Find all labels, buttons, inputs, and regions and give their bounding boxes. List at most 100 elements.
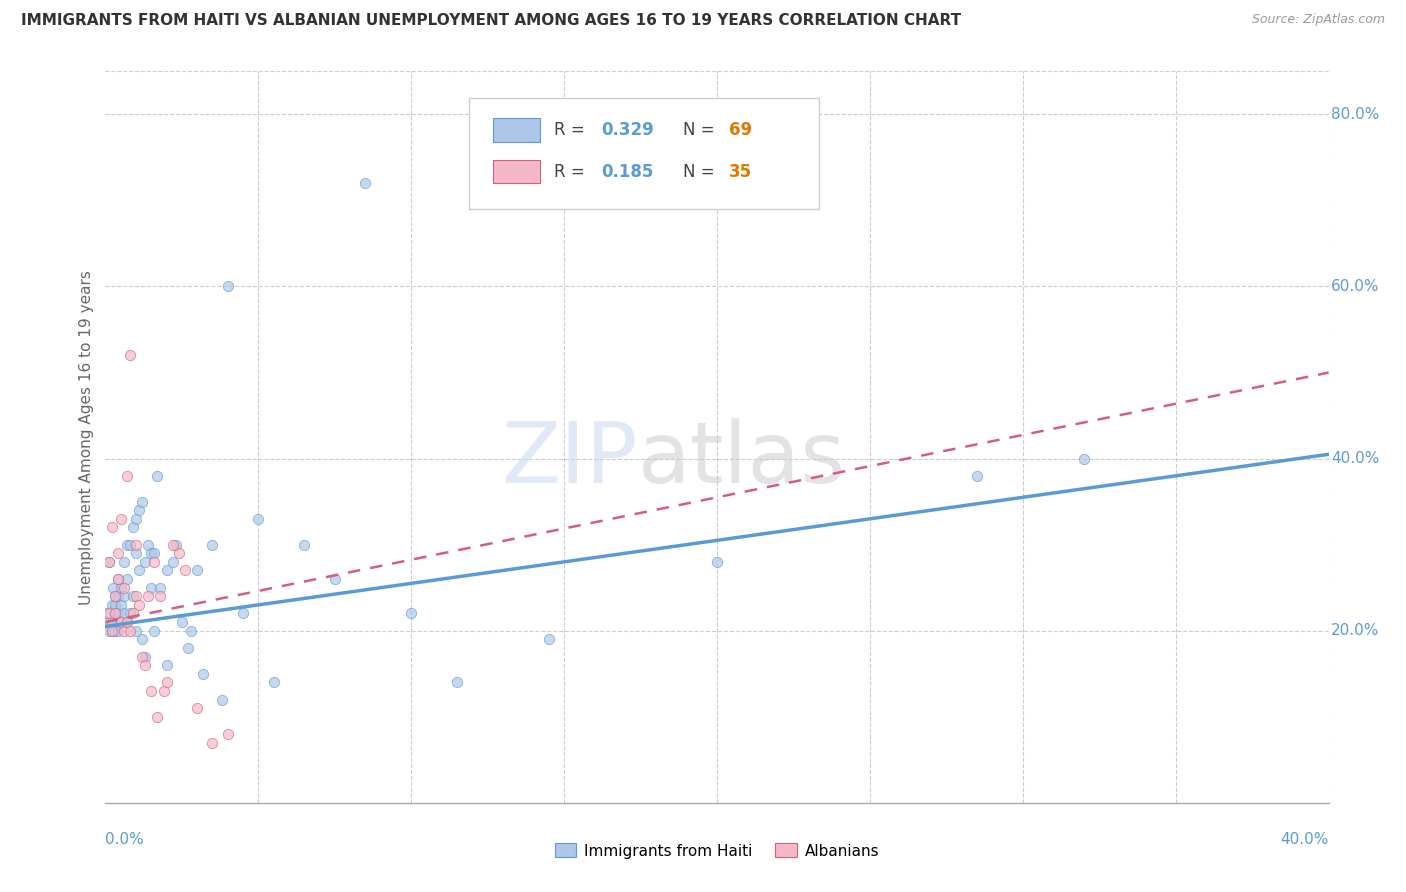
Point: [177, 640, 200, 655]
Point: [143, 555, 166, 569]
Text: 20.0%: 20.0%: [1331, 624, 1379, 638]
Point: [118, 538, 141, 552]
Text: N =: N =: [683, 121, 720, 139]
Point: [115, 615, 138, 629]
Point: [128, 564, 150, 578]
Point: [110, 581, 132, 595]
Point: [136, 589, 159, 603]
Point: [131, 649, 153, 664]
Point: [107, 572, 129, 586]
Point: [143, 546, 166, 560]
Point: [125, 538, 148, 552]
Text: R =: R =: [554, 121, 591, 139]
Point: [174, 564, 197, 578]
Text: 35: 35: [730, 162, 752, 180]
Point: [100, 624, 122, 638]
Point: [112, 607, 135, 621]
Text: 80.0%: 80.0%: [1331, 107, 1379, 122]
Text: 69: 69: [730, 121, 752, 139]
Point: [100, 520, 122, 534]
Point: [146, 710, 169, 724]
Point: [149, 581, 172, 595]
Point: [100, 624, 122, 638]
Text: IMMIGRANTS FROM HAITI VS ALBANIAN UNEMPLOYMENT AMONG AGES 16 TO 19 YEARS CORRELA: IMMIGRANTS FROM HAITI VS ALBANIAN UNEMPL…: [21, 13, 962, 29]
Text: 40.0%: 40.0%: [1331, 451, 1379, 467]
Point: [143, 624, 166, 638]
Point: [104, 607, 127, 621]
Point: [131, 494, 153, 508]
Point: [97, 555, 120, 569]
Point: [100, 598, 122, 612]
Point: [104, 598, 127, 612]
Point: [155, 564, 177, 578]
Point: [104, 589, 127, 603]
Point: [217, 279, 239, 293]
Point: [122, 589, 145, 603]
Point: [537, 632, 560, 647]
Point: [446, 675, 468, 690]
Point: [107, 589, 129, 603]
Point: [107, 572, 129, 586]
Point: [141, 684, 163, 698]
Point: [706, 555, 728, 569]
Point: [131, 632, 153, 647]
Point: [118, 348, 141, 362]
FancyBboxPatch shape: [494, 118, 540, 142]
Point: [211, 692, 233, 706]
Point: [100, 615, 122, 629]
Point: [155, 675, 177, 690]
Text: N =: N =: [683, 162, 720, 180]
Point: [125, 512, 148, 526]
Point: [149, 589, 172, 603]
Point: [107, 546, 129, 560]
Point: [101, 581, 124, 595]
Point: [141, 581, 163, 595]
Point: [136, 538, 159, 552]
Point: [128, 503, 150, 517]
Point: [165, 538, 187, 552]
Point: [110, 598, 132, 612]
Point: [162, 555, 184, 569]
Point: [107, 607, 129, 621]
Point: [97, 624, 120, 638]
Point: [104, 607, 127, 621]
Point: [128, 598, 150, 612]
Point: [1073, 451, 1095, 466]
Point: [125, 546, 148, 560]
Point: [110, 615, 132, 629]
Point: [98, 615, 121, 629]
Point: [323, 572, 346, 586]
Point: [292, 538, 315, 552]
Point: [107, 624, 129, 638]
Point: [155, 658, 177, 673]
Point: [104, 624, 127, 638]
Point: [180, 624, 202, 638]
Point: [122, 607, 145, 621]
Point: [112, 589, 135, 603]
Point: [110, 512, 132, 526]
Point: [232, 607, 254, 621]
Point: [97, 555, 120, 569]
Point: [115, 538, 138, 552]
Point: [186, 701, 208, 715]
Legend: Immigrants from Haiti, Albanians: Immigrants from Haiti, Albanians: [548, 838, 886, 864]
Point: [112, 555, 135, 569]
Point: [399, 607, 422, 621]
Text: Source: ZipAtlas.com: Source: ZipAtlas.com: [1251, 13, 1385, 27]
Point: [167, 546, 190, 560]
Text: 0.0%: 0.0%: [105, 832, 145, 847]
Point: [146, 468, 169, 483]
Point: [104, 589, 127, 603]
FancyBboxPatch shape: [468, 98, 818, 209]
Point: [112, 624, 135, 638]
Text: R =: R =: [554, 162, 591, 180]
Text: ZIP: ZIP: [501, 417, 637, 500]
Point: [125, 624, 148, 638]
Point: [115, 572, 138, 586]
Point: [193, 666, 215, 681]
Text: 40.0%: 40.0%: [1281, 832, 1329, 847]
Point: [97, 607, 120, 621]
Point: [96, 607, 118, 621]
Point: [217, 727, 239, 741]
Point: [141, 546, 163, 560]
